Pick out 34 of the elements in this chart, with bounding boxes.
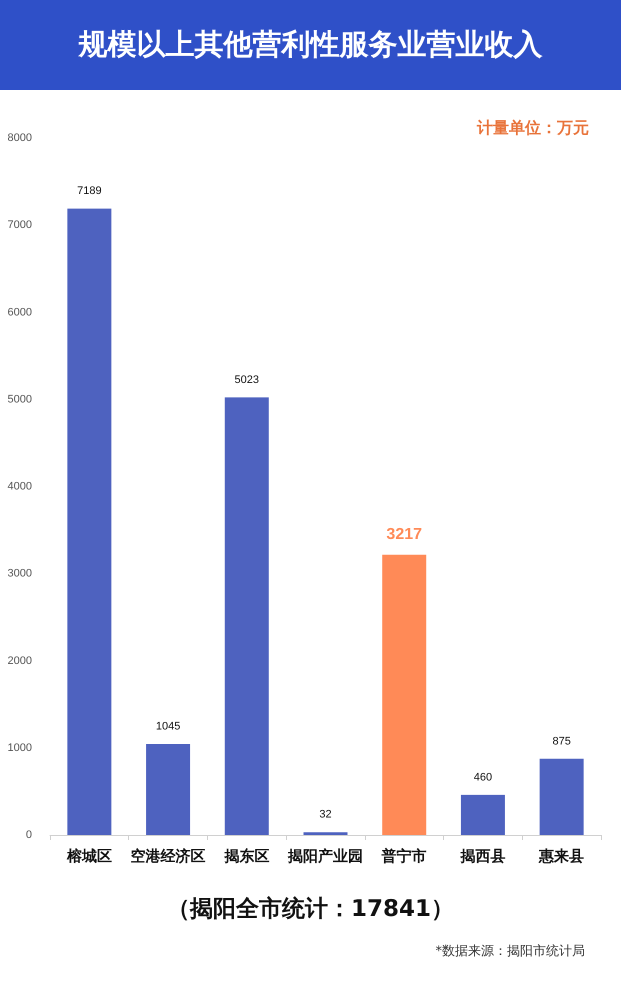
text: 计量单位：万元 — [477, 118, 589, 139]
x-tick-label: 揭西县 — [459, 848, 506, 865]
bar — [304, 832, 348, 835]
chart-title: 规模以上其他营利性服务业营业收入 — [0, 0, 621, 90]
y-tick-label: 4000 — [8, 480, 32, 492]
bar — [540, 758, 584, 835]
data-label: 875 — [552, 735, 571, 748]
y-tick-label: 1000 — [8, 742, 32, 754]
y-tick-label: 8000 — [8, 132, 32, 144]
x-tick-label: 空港经济区 — [130, 847, 206, 865]
text: *数据来源：揭阳市统计局 — [436, 943, 585, 960]
x-tick-label: 揭阳产业园 — [287, 848, 363, 865]
y-tick-label: 7000 — [8, 219, 32, 232]
y-tick-label: 6000 — [8, 306, 32, 318]
data-label: 460 — [474, 771, 492, 784]
x-tick-label: 揭东区 — [223, 847, 270, 865]
data-label: 3217 — [386, 526, 422, 544]
data-label: 32 — [319, 808, 332, 821]
y-tick-label: 0 — [26, 829, 32, 841]
bar — [224, 397, 269, 835]
bar — [460, 794, 505, 835]
data-label: 1045 — [156, 720, 180, 732]
y-tick-label: 3000 — [8, 568, 32, 580]
data-label: 5023 — [234, 374, 260, 386]
data-label: 7189 — [77, 185, 102, 198]
x-tick-label: 榕城区 — [66, 848, 112, 865]
x-tick-label: 普宁市 — [380, 847, 427, 865]
y-tick-label: 2000 — [8, 654, 32, 667]
bar — [382, 554, 426, 835]
y-tick-label: 5000 — [8, 393, 32, 406]
text: （揭阳全市统计：17841） — [166, 895, 456, 924]
x-tick-label: 惠来县 — [538, 848, 584, 865]
bar — [146, 744, 190, 835]
bar — [67, 208, 112, 835]
